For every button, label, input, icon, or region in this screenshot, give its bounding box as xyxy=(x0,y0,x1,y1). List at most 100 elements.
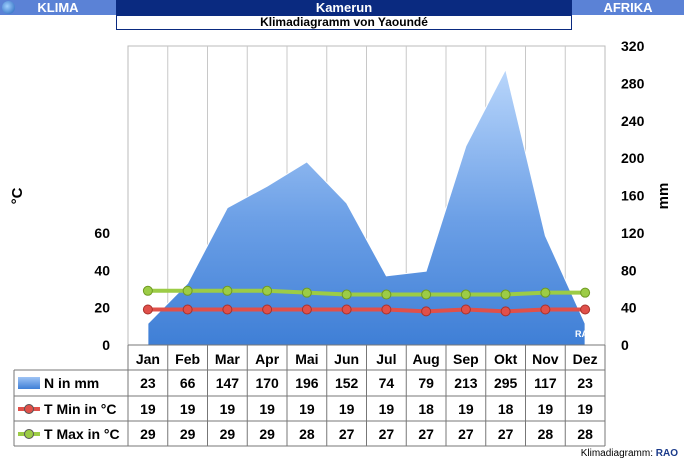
t-min-legend-label: T Min in °C xyxy=(44,401,116,417)
t-min-line xyxy=(147,307,586,314)
y-right-tick-label: 280 xyxy=(621,75,645,91)
header-bar xyxy=(0,0,684,15)
t-min-point xyxy=(421,306,432,317)
t-max-value: 27 xyxy=(458,426,474,442)
t-max-value: 27 xyxy=(418,426,434,442)
t-max-point xyxy=(580,287,591,298)
precipitation-value: 196 xyxy=(295,375,319,391)
t-max-legend-label: T Max in °C xyxy=(44,426,120,442)
globe-icon xyxy=(2,1,15,14)
y-right-axis-title: mm xyxy=(655,183,672,210)
t-max-point xyxy=(262,285,273,296)
t-min-point xyxy=(580,304,591,315)
t-min-value: 19 xyxy=(180,401,196,417)
t-max-value: 28 xyxy=(538,426,554,442)
footer-credit: Klimadiagramm: RAO xyxy=(581,448,678,459)
t-min-value: 19 xyxy=(538,401,554,417)
t-min-point xyxy=(500,306,511,317)
precipitation-value: 117 xyxy=(534,375,557,391)
footer-label: Klimadiagramm: xyxy=(580,448,653,459)
x-category-label: Jan xyxy=(136,351,160,367)
precipitation-value: 147 xyxy=(216,375,240,391)
t-max-point xyxy=(381,289,392,300)
t-max-value: 29 xyxy=(140,426,156,442)
t-min-legend-marker xyxy=(24,404,34,414)
t-max-value: 29 xyxy=(220,426,236,442)
t-min-value: 19 xyxy=(299,401,315,417)
watermark: RAO xyxy=(575,329,595,339)
country-title: Kamerun xyxy=(315,0,373,15)
x-category-label: Mar xyxy=(215,351,240,367)
t-max-value: 27 xyxy=(379,426,395,442)
header-afrika[interactable]: AFRIKA xyxy=(572,0,684,15)
t-max-value: 29 xyxy=(259,426,275,442)
y-right-tick-label: 0 xyxy=(621,337,629,353)
y-right-tick-label: 200 xyxy=(621,150,645,166)
precipitation-value: 170 xyxy=(255,375,279,391)
precipitation-value: 295 xyxy=(494,375,518,391)
t-min-value: 18 xyxy=(498,401,514,417)
y-right-tick-label: 120 xyxy=(621,225,645,241)
t-max-point xyxy=(540,287,551,298)
t-max-point xyxy=(142,285,153,296)
t-min-value: 19 xyxy=(458,401,474,417)
t-max-point xyxy=(222,285,233,296)
precipitation-value: 23 xyxy=(577,375,593,391)
t-max-point xyxy=(341,289,352,300)
precipitation-value: 152 xyxy=(335,375,359,391)
precipitation-value: 74 xyxy=(379,375,395,391)
x-category-label: Dez xyxy=(573,351,598,367)
t-max-value: 27 xyxy=(498,426,514,442)
x-category-label: Nov xyxy=(532,351,559,367)
x-category-label: Jul xyxy=(376,351,396,367)
x-category-label: Aug xyxy=(413,351,440,367)
precipitation-legend-label: N in mm xyxy=(44,375,99,391)
t-min-point xyxy=(301,304,312,315)
t-min-value: 19 xyxy=(220,401,236,417)
t-max-legend-marker xyxy=(24,429,34,439)
y-right-tick-label: 80 xyxy=(621,262,637,278)
y-right-tick-label: 320 xyxy=(621,38,645,54)
header-klima-label: KLIMA xyxy=(37,0,79,15)
t-min-point xyxy=(222,304,233,315)
precipitation-value: 66 xyxy=(180,375,196,391)
precipitation-value: 79 xyxy=(418,375,434,391)
x-category-label: Okt xyxy=(494,351,518,367)
t-max-value: 28 xyxy=(299,426,315,442)
y-left-tick-label: 0 xyxy=(102,337,110,353)
x-category-label: Feb xyxy=(175,351,200,367)
x-category-label: Mai xyxy=(295,351,318,367)
t-min-point xyxy=(341,304,352,315)
footer-brand: RAO xyxy=(655,448,678,459)
t-max-value: 29 xyxy=(180,426,196,442)
y-left-tick-label: 40 xyxy=(94,262,110,278)
t-max-point xyxy=(500,289,511,300)
precipitation-value: 213 xyxy=(454,375,478,391)
y-left-tick-label: 60 xyxy=(94,225,110,241)
x-category-label: Apr xyxy=(255,351,280,367)
y-left-axis-title: °C xyxy=(9,187,26,204)
t-max-value: 28 xyxy=(577,426,593,442)
precipitation-legend-swatch xyxy=(18,377,40,389)
t-min-point xyxy=(182,304,193,315)
x-category-label: Jun xyxy=(334,351,359,367)
t-min-point xyxy=(540,304,551,315)
x-category-label: Sep xyxy=(453,351,479,367)
chart-subtitle: Klimadiagramm von Yaoundé xyxy=(116,15,572,30)
t-max-value: 27 xyxy=(339,426,355,442)
header-klima[interactable]: KLIMA xyxy=(0,0,116,15)
t-max-line xyxy=(147,288,586,297)
t-max-point xyxy=(301,287,312,298)
precipitation-value: 23 xyxy=(140,375,156,391)
t-min-value: 18 xyxy=(418,401,434,417)
y-right-tick-label: 240 xyxy=(621,113,645,129)
t-max-point xyxy=(421,289,432,300)
t-max-point xyxy=(182,285,193,296)
y-right-tick-label: 160 xyxy=(621,188,645,204)
t-max-point xyxy=(460,289,471,300)
t-min-value: 19 xyxy=(577,401,593,417)
t-min-point xyxy=(381,304,392,315)
t-min-point xyxy=(262,304,273,315)
t-min-value: 19 xyxy=(259,401,275,417)
